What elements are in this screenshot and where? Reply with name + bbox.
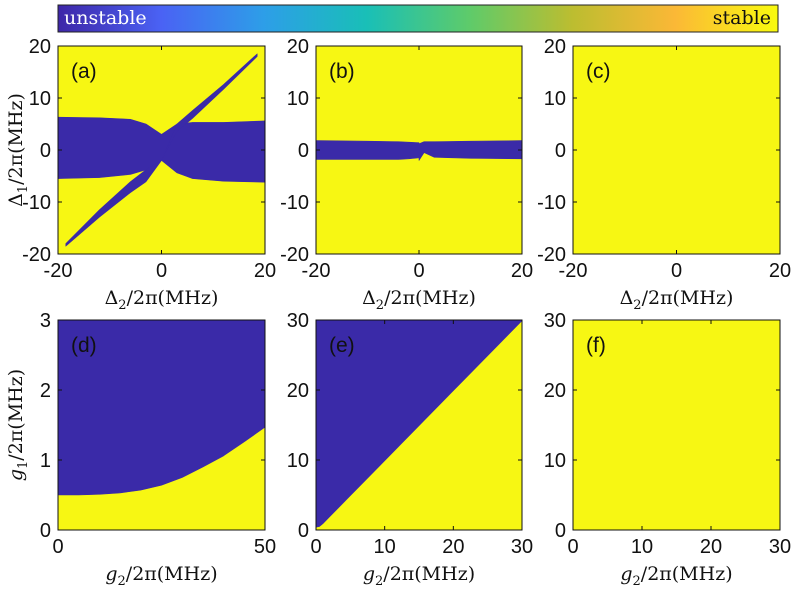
x-tick-label: 0 [156, 260, 167, 282]
y-tick-label: -10 [280, 192, 309, 214]
x-axis-label: Δ2/2π(MHz) [105, 287, 219, 313]
x-tick-label: -20 [302, 260, 331, 282]
y-tick-label: 20 [544, 380, 566, 402]
y-tick-label: 10 [544, 450, 566, 472]
colorbar: unstable stable [57, 4, 779, 33]
panel-f: 0 10 20 30 0 10 20 30 (f) g2/2π(MHz) [544, 310, 791, 589]
x-tick-label: 20 [769, 260, 791, 282]
y-tick-label: 20 [287, 380, 309, 402]
x-tick-label: 20 [700, 536, 722, 558]
axes-frame [315, 319, 523, 531]
y-tick-label: 0 [298, 140, 309, 162]
y-tick-label: 0 [40, 140, 51, 162]
y-tick-label: 30 [544, 310, 566, 332]
panel-e: 0 10 20 30 0 10 20 30 (e) g2/2π(MHz) [287, 310, 533, 589]
y-tick-label: -10 [537, 192, 566, 214]
axes-frame [572, 319, 781, 531]
panel-a: -20 0 20 -20 -10 0 10 20 (a) Δ2/2π(MHz) Δ1/2π(MHz) [5, 36, 276, 313]
x-tick-label: 50 [254, 536, 276, 558]
x-tick-label: 0 [671, 260, 682, 282]
panel-b: -20 0 20 -20 -10 0 10 20 (b) Δ2/2π(MHz) [280, 36, 533, 313]
panel-label: (f) [586, 334, 606, 357]
unstable-region [315, 140, 420, 160]
unstable-region [418, 140, 523, 161]
y-tick-label: 10 [287, 88, 309, 110]
y-tick-label: 10 [544, 88, 566, 110]
y-tick-label: -20 [537, 244, 566, 266]
y-tick-label: 0 [555, 140, 566, 162]
panel-label: (b) [329, 60, 355, 83]
y-tick-label: 1 [40, 450, 51, 472]
y-tick-label: -20 [280, 244, 309, 266]
x-tick-label: 20 [442, 536, 464, 558]
colorbar-unstable-label: unstable [64, 7, 147, 29]
x-tick-label: 0 [413, 260, 424, 282]
y-tick-label: 0 [555, 520, 566, 542]
panel-label: (a) [71, 60, 97, 83]
y-tick-label: 30 [287, 310, 309, 332]
x-tick-label: 0 [567, 536, 578, 558]
panel-c: -20 0 20 -20 -10 0 10 20 (c) Δ2/2π(MHz) [537, 36, 791, 313]
panels-layer: -20 0 20-20-1001020(a)Δ2/2π(MHz)Δ1/2π(MHz)… [5, 36, 791, 589]
x-tick-label: 30 [769, 536, 791, 558]
y-tick-label: 20 [287, 36, 309, 58]
x-tick-label: 0 [310, 536, 321, 558]
y-tick-label: 10 [287, 450, 309, 472]
x-tick-label: 10 [374, 536, 396, 558]
x-tick-label: 10 [631, 536, 653, 558]
y-tick-label: 20 [29, 36, 51, 58]
stable-region [573, 320, 780, 530]
x-tick-label: 30 [511, 536, 533, 558]
panel-d: 0 50 0 1 2 3 (d) g2/2π(MHz) g1/2π(MHz) [5, 310, 276, 589]
x-axis-label: g2/2π(MHz) [363, 563, 475, 589]
y-axis-label: g1/2π(MHz) [5, 369, 31, 481]
x-tick-label: 20 [254, 260, 276, 282]
panel-label: (d) [71, 334, 97, 357]
y-tick-label: -10 [22, 192, 51, 214]
x-axis-label: g2/2π(MHz) [105, 563, 217, 589]
y-tick-label: 3 [40, 310, 51, 332]
y-tick-label: 10 [29, 88, 51, 110]
y-tick-label: 0 [40, 520, 51, 542]
x-tick-label: -20 [44, 260, 73, 282]
colorbar-gradient [57, 4, 779, 33]
x-tick-label: 0 [52, 536, 63, 558]
stable-region [573, 46, 780, 254]
y-tick-label: 0 [298, 520, 309, 542]
x-tick-label: -20 [559, 260, 588, 282]
panel-label: (c) [586, 60, 611, 83]
x-axis-label: Δ2/2π(MHz) [362, 287, 476, 313]
x-tick-label: 20 [511, 260, 533, 282]
x-axis-label: Δ2/2π(MHz) [620, 287, 734, 313]
y-tick-label: 20 [544, 36, 566, 58]
unstable-region [65, 53, 258, 247]
y-tick-label: -20 [22, 244, 51, 266]
panel-label: (e) [329, 334, 355, 357]
colorbar-stable-label: stable [713, 7, 771, 29]
y-tick-label: 2 [40, 380, 51, 402]
axes-frame [57, 319, 266, 531]
y-axis-label: Δ1/2π(MHz) [5, 93, 31, 207]
x-axis-label: g2/2π(MHz) [620, 563, 732, 589]
